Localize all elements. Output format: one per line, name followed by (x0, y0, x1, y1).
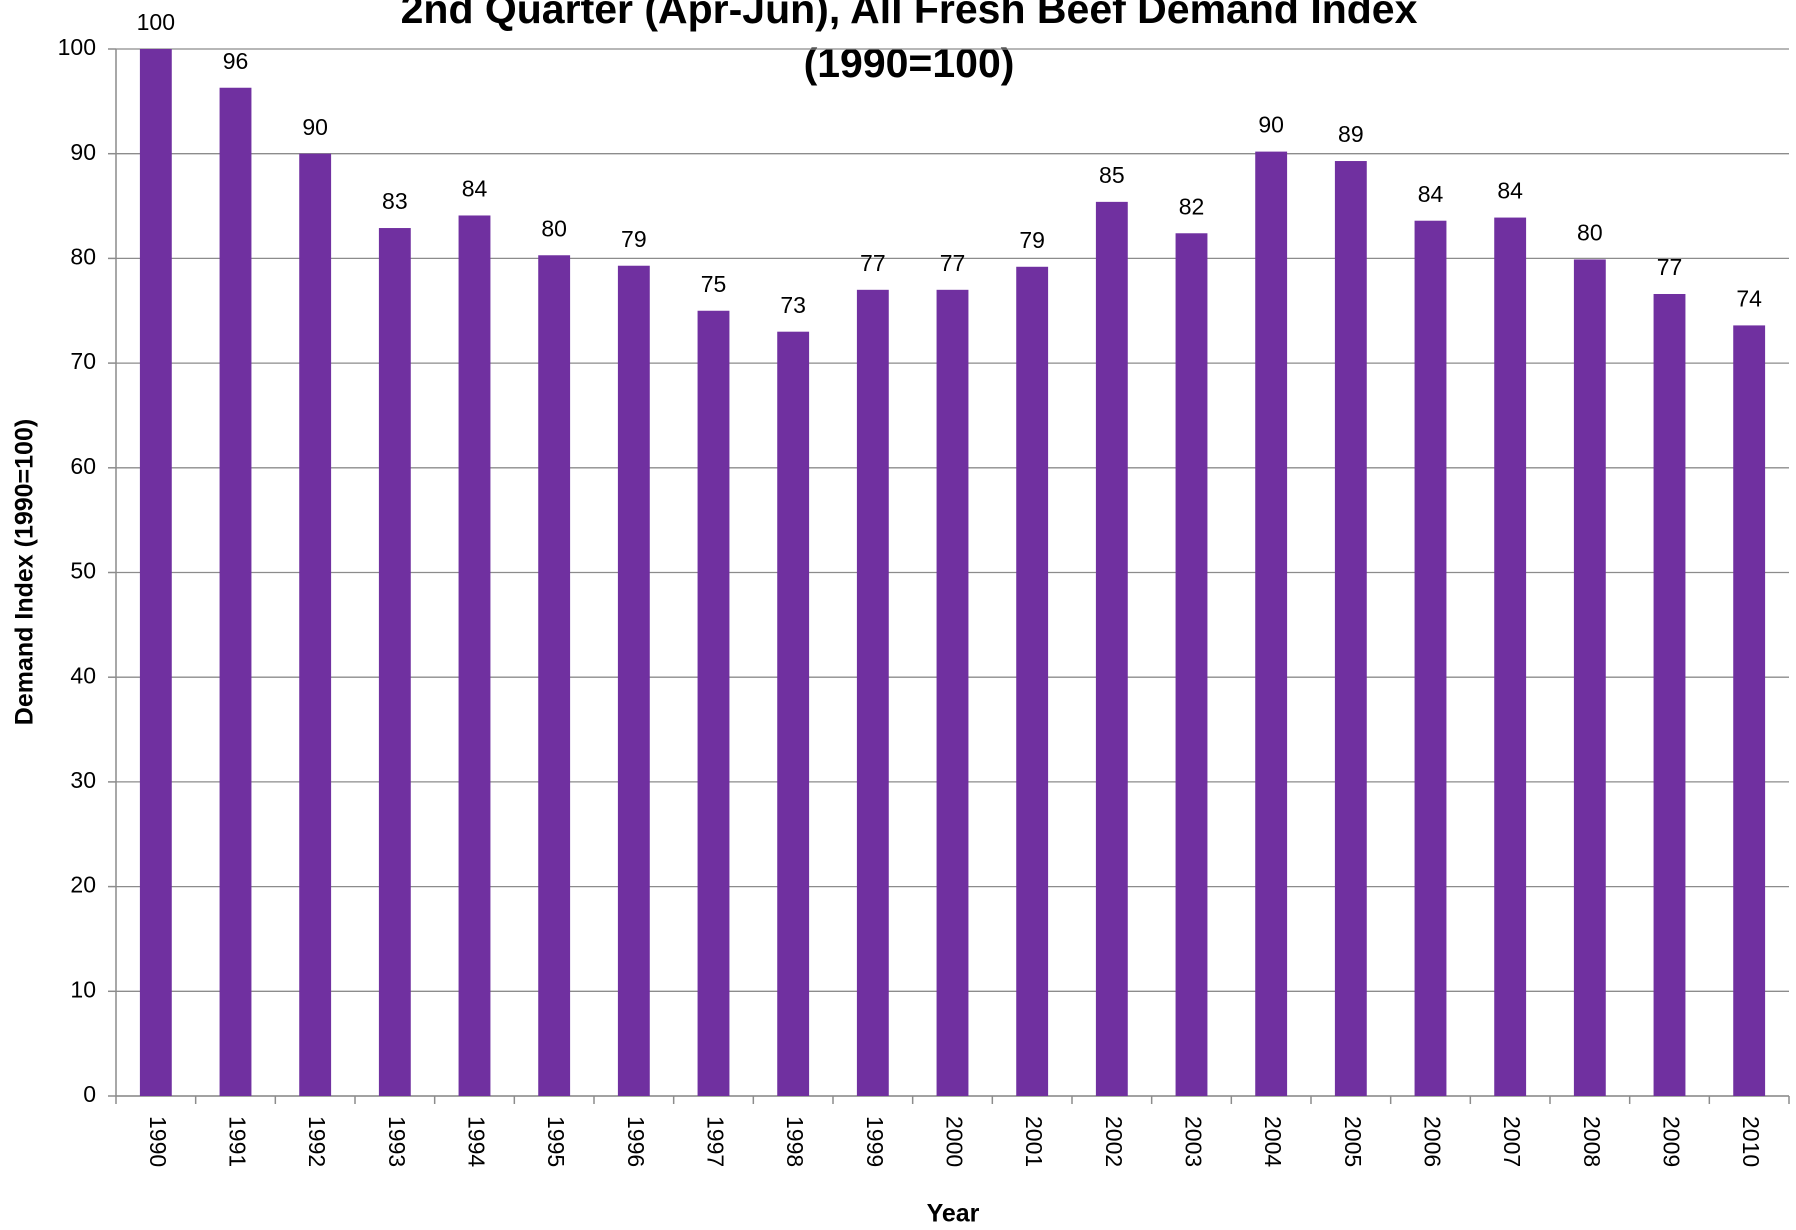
bar (1573, 259, 1606, 1096)
data-label: 100 (137, 9, 175, 35)
data-label: 90 (302, 114, 328, 140)
bar (538, 255, 571, 1096)
x-tick-label: 1991 (224, 1116, 250, 1167)
bar (617, 265, 650, 1096)
data-label: 74 (1736, 285, 1762, 311)
y-tick-label: 30 (70, 767, 96, 793)
y-tick-label: 90 (70, 139, 96, 165)
x-tick-label: 1996 (623, 1116, 649, 1167)
bar (219, 87, 252, 1096)
x-tick-label: 2001 (1021, 1116, 1047, 1167)
data-label: 84 (1418, 181, 1444, 207)
data-label: 80 (541, 215, 567, 241)
bar (1494, 217, 1527, 1096)
bar (299, 153, 332, 1096)
x-tick-label: 2007 (1499, 1116, 1525, 1167)
y-tick-label: 40 (70, 662, 96, 688)
x-tick-label: 1999 (862, 1116, 888, 1167)
x-tick-label: 2008 (1579, 1116, 1605, 1167)
y-axis-title: Demand Index (1990=100) (11, 419, 39, 725)
x-tick-label: 2010 (1738, 1116, 1764, 1167)
data-label: 79 (1019, 227, 1045, 253)
bar (1095, 201, 1128, 1096)
data-label: 77 (940, 250, 966, 276)
data-label: 90 (1258, 112, 1284, 138)
chart-title: (1990=100) (804, 40, 1015, 86)
y-tick-label: 70 (70, 348, 96, 374)
data-label: 84 (462, 176, 488, 202)
y-tick-label: 50 (70, 558, 96, 584)
x-tick-label: 2004 (1260, 1116, 1286, 1167)
y-tick-label: 80 (70, 243, 96, 269)
y-tick-label: 20 (70, 872, 96, 898)
x-tick-label: 1993 (384, 1116, 410, 1167)
x-tick-label: 2005 (1340, 1116, 1366, 1167)
x-tick-label: 1998 (782, 1116, 808, 1167)
data-label: 80 (1577, 220, 1603, 246)
x-tick-label: 2006 (1419, 1116, 1445, 1167)
data-label: 82 (1179, 193, 1205, 219)
bar (856, 289, 889, 1096)
x-tick-label: 2002 (1101, 1116, 1127, 1167)
y-tick-label: 10 (70, 976, 96, 1002)
y-tick-label: 60 (70, 453, 96, 479)
bar (1334, 161, 1367, 1097)
bar (777, 331, 810, 1096)
data-label: 89 (1338, 121, 1364, 147)
bar (1255, 151, 1288, 1096)
data-label: 77 (860, 250, 886, 276)
bar (458, 215, 491, 1096)
bar (1016, 266, 1049, 1096)
bar (1653, 293, 1686, 1096)
x-tick-label: 1994 (463, 1116, 489, 1167)
bar (936, 289, 969, 1096)
x-tick-label: 1992 (304, 1116, 330, 1167)
data-label: 73 (780, 292, 806, 318)
chart-title: 2nd Quarter (Apr-Jun), All Fresh Beef De… (401, 0, 1418, 32)
data-label: 75 (701, 271, 727, 297)
x-tick-label: 2009 (1658, 1116, 1684, 1167)
x-tick-label: 2003 (1180, 1116, 1206, 1167)
x-tick-label: 1995 (543, 1116, 569, 1167)
data-label: 85 (1099, 162, 1125, 188)
data-label: 83 (382, 188, 408, 214)
data-label: 77 (1657, 254, 1683, 280)
bar (1733, 325, 1766, 1097)
bar (1414, 220, 1447, 1096)
x-tick-label: 1997 (702, 1116, 728, 1167)
data-label: 96 (223, 48, 249, 74)
bar (139, 49, 172, 1096)
y-tick-label: 100 (58, 34, 96, 60)
bar (1175, 233, 1208, 1097)
x-tick-label: 2000 (941, 1116, 967, 1167)
data-label: 84 (1497, 178, 1523, 204)
y-tick-label: 0 (83, 1081, 96, 1107)
data-label: 79 (621, 226, 647, 252)
x-axis-title: Year (927, 1200, 980, 1228)
x-tick-label: 1990 (145, 1116, 171, 1167)
bar (697, 310, 730, 1096)
bar (378, 228, 411, 1097)
